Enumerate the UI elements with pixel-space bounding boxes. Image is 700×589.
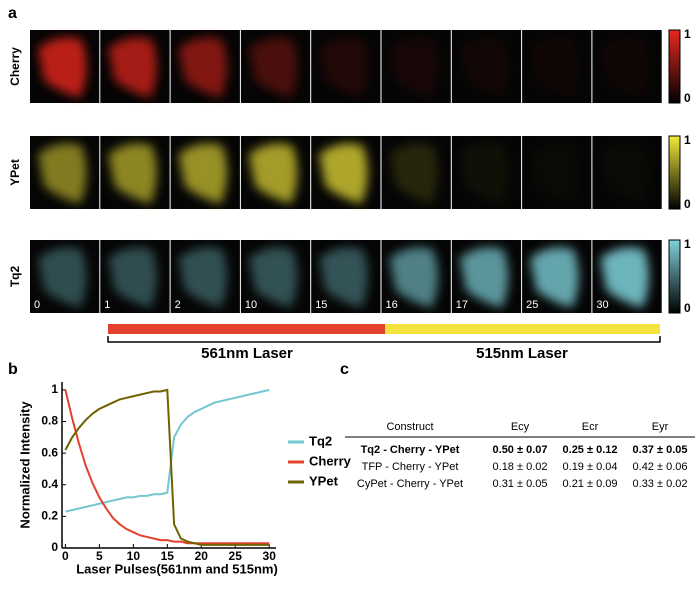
cell bbox=[600, 37, 649, 98]
series-line bbox=[64, 388, 270, 546]
laser-bar-red bbox=[108, 324, 385, 334]
table-cell: 0.31 ± 0.05 bbox=[493, 478, 548, 490]
y-tick-label: 1 bbox=[51, 382, 58, 396]
colorbar-tick: 0 bbox=[684, 197, 691, 211]
table-cell: 0.37 ± 0.05 bbox=[633, 444, 688, 456]
table-header: Ecr bbox=[582, 421, 599, 433]
legend-label: Tq2 bbox=[309, 433, 332, 448]
table-cell: 0.50 ± 0.07 bbox=[493, 444, 548, 456]
frame-number: 15 bbox=[315, 299, 327, 311]
cell bbox=[319, 143, 368, 204]
cell bbox=[459, 37, 509, 98]
cell bbox=[389, 37, 439, 98]
table-cell: 0.33 ± 0.02 bbox=[633, 478, 688, 490]
laser-label: 561nm Laser bbox=[201, 345, 293, 362]
colorbar-tick: 0 bbox=[684, 301, 691, 315]
frame-number: 16 bbox=[386, 299, 398, 311]
table-header: Eyr bbox=[652, 421, 669, 433]
x-tick-label: 25 bbox=[229, 549, 243, 563]
table-cell: 0.21 ± 0.09 bbox=[563, 478, 618, 490]
x-tick-label: 10 bbox=[127, 549, 141, 563]
y-tick-label: 0.6 bbox=[41, 445, 58, 459]
table-cell: 0.18 ± 0.02 bbox=[493, 461, 548, 473]
panel-label: b bbox=[8, 361, 18, 378]
cell bbox=[38, 247, 87, 308]
x-tick-label: 30 bbox=[263, 549, 277, 563]
panel-label: a bbox=[8, 5, 17, 22]
series-line bbox=[64, 389, 270, 545]
table-header: Ecy bbox=[511, 421, 530, 433]
table-cell: 0.25 ± 0.12 bbox=[563, 444, 618, 456]
colorbar-tick: 0 bbox=[684, 91, 691, 105]
cell bbox=[248, 37, 298, 98]
cell bbox=[108, 37, 157, 98]
row-label: Cherry bbox=[8, 47, 22, 86]
cell bbox=[38, 143, 87, 204]
cell bbox=[108, 143, 157, 204]
x-tick-label: 15 bbox=[161, 549, 175, 563]
cell bbox=[459, 247, 509, 308]
laser-label: 515nm Laser bbox=[476, 345, 568, 362]
cell bbox=[248, 143, 298, 204]
colorbar bbox=[668, 135, 681, 210]
cell bbox=[248, 247, 298, 308]
y-tick-label: 0 bbox=[51, 540, 58, 554]
cell bbox=[530, 247, 579, 308]
colorbar bbox=[668, 239, 681, 314]
y-tick-label: 0.2 bbox=[41, 509, 58, 523]
x-axis-label: Laser Pulses(561nm and 515nm) bbox=[76, 561, 278, 576]
table-header: Construct bbox=[386, 421, 433, 433]
y-axis-label: Normalized Intensity bbox=[17, 401, 32, 529]
cell bbox=[389, 143, 439, 204]
cell bbox=[178, 143, 228, 204]
row-label: YPet bbox=[8, 159, 22, 186]
cell bbox=[459, 143, 509, 204]
cell bbox=[389, 247, 439, 308]
panel-label: c bbox=[340, 361, 349, 378]
cell bbox=[108, 247, 157, 308]
y-tick-label: 0.4 bbox=[41, 477, 58, 491]
frame-number: 1 bbox=[104, 299, 110, 311]
x-tick-label: 0 bbox=[62, 549, 69, 563]
laser-bar-yellow bbox=[385, 324, 660, 334]
table-cell: 0.42 ± 0.06 bbox=[633, 461, 688, 473]
x-tick-label: 5 bbox=[96, 549, 103, 563]
cell bbox=[178, 247, 228, 308]
colorbar-tick: 1 bbox=[684, 237, 691, 251]
legend-label: Cherry bbox=[309, 453, 352, 468]
frame-number: 17 bbox=[456, 299, 468, 311]
bracket bbox=[107, 336, 661, 343]
table-cell: Tq2 - Cherry - YPet bbox=[361, 444, 460, 456]
frame-number: 10 bbox=[245, 299, 257, 311]
cell bbox=[178, 37, 228, 98]
table-cell: CyPet - Cherry - YPet bbox=[357, 478, 463, 490]
cell bbox=[319, 37, 368, 98]
cell bbox=[38, 37, 87, 98]
cell bbox=[600, 247, 649, 308]
colorbar-tick: 1 bbox=[684, 133, 691, 147]
frame-number: 30 bbox=[596, 299, 608, 311]
legend-label: YPet bbox=[309, 473, 339, 488]
series-line bbox=[65, 388, 270, 513]
frame-number: 0 bbox=[34, 299, 40, 311]
image-tile bbox=[522, 136, 592, 209]
colorbar-tick: 1 bbox=[684, 27, 691, 41]
cell bbox=[319, 247, 368, 308]
row-label: Tq2 bbox=[8, 266, 22, 288]
y-tick-label: 0.8 bbox=[41, 414, 58, 428]
table-cell: 0.19 ± 0.04 bbox=[563, 461, 618, 473]
x-tick-label: 20 bbox=[195, 549, 209, 563]
table-cell: TFP - Cherry - YPet bbox=[362, 461, 459, 473]
cell bbox=[530, 37, 579, 98]
image-tile bbox=[592, 136, 662, 209]
frame-number: 25 bbox=[526, 299, 538, 311]
frame-number: 2 bbox=[175, 299, 181, 311]
colorbar bbox=[668, 29, 681, 104]
